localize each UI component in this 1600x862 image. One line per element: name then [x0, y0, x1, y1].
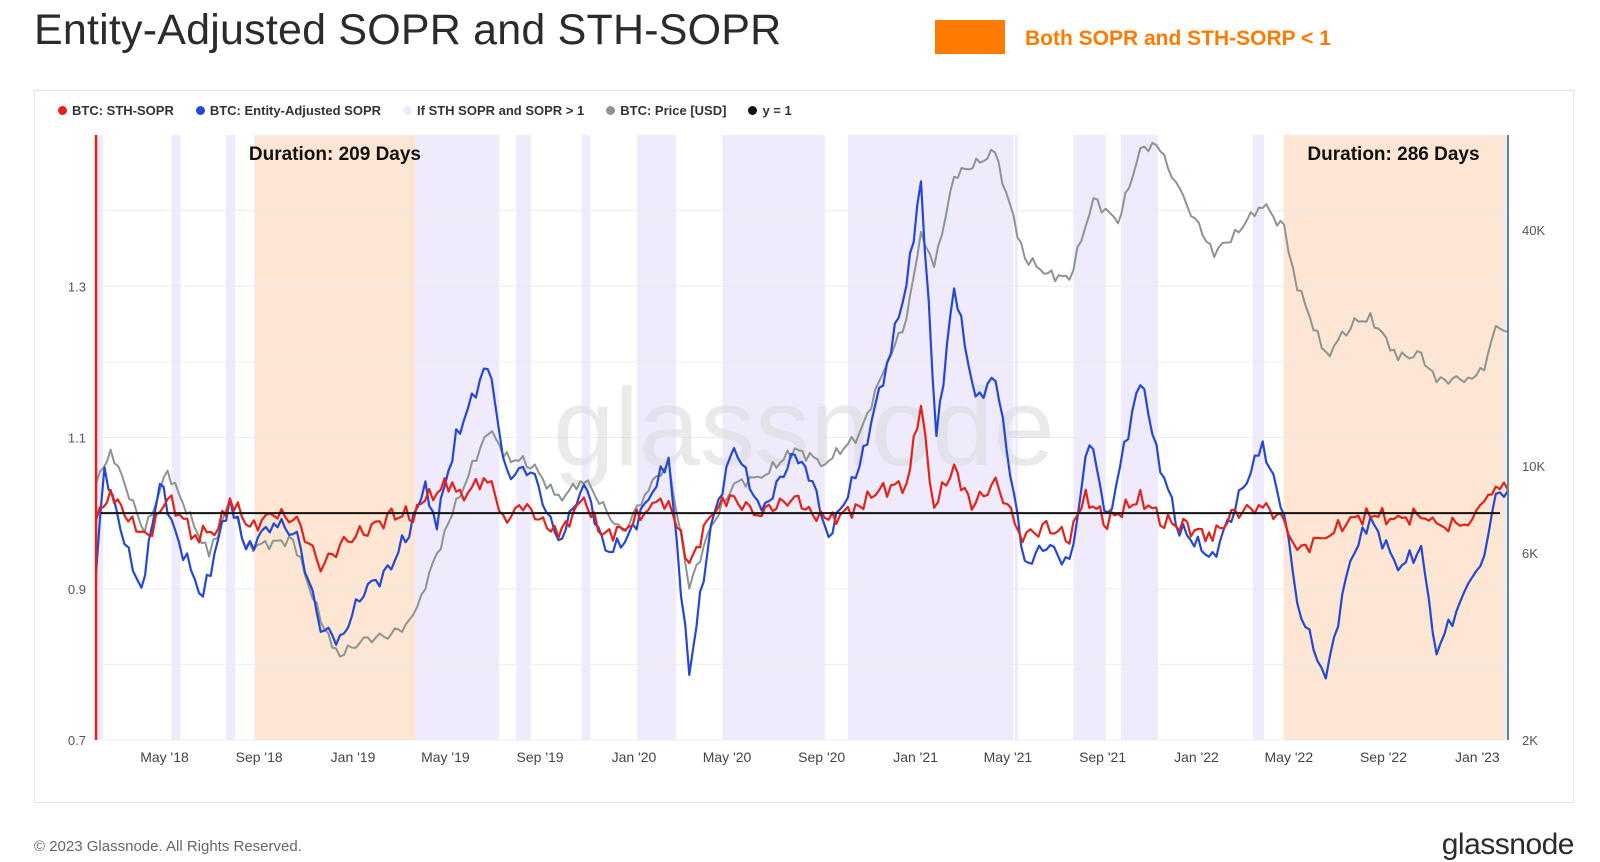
y-right-tick-label: 6K — [1522, 546, 1538, 561]
legend-dot-icon — [748, 106, 758, 115]
x-tick-label: May '18 — [140, 749, 189, 765]
x-tick-label: Jan '22 — [1174, 749, 1219, 765]
legend-item[interactable]: y = 1 — [748, 103, 792, 118]
legend-dot-icon — [606, 106, 616, 115]
y-left-tick-label: 1.3 — [68, 279, 86, 294]
entity-sopr-line — [94, 180, 1510, 680]
legend-label: BTC: Entity-Adjusted SOPR — [209, 103, 382, 118]
x-tick-label: Sep '21 — [1079, 749, 1126, 765]
y-left-tick-label: 0.7 — [68, 733, 86, 748]
x-tick-label: Sep '18 — [236, 749, 283, 765]
legend-dot-icon — [58, 106, 67, 115]
legend-dot-icon — [403, 106, 413, 115]
above-one-band — [96, 135, 103, 740]
x-tick-label: Jan '20 — [612, 749, 657, 765]
legend-item[interactable]: BTC: Entity-Adjusted SOPR — [195, 103, 382, 118]
sth-sopr-line — [94, 404, 1510, 573]
x-tick-label: Jan '23 — [1455, 749, 1500, 765]
page-title: Entity-Adjusted SOPR and STH-SOPR — [34, 6, 782, 54]
legend-label: BTC: STH-SOPR — [72, 103, 174, 118]
legend-item[interactable]: BTC: STH-SOPR — [58, 103, 174, 118]
brand-logo[interactable]: glassnode — [1441, 828, 1575, 861]
x-tick-label: Sep '22 — [1360, 749, 1407, 765]
x-tick-label: Sep '20 — [798, 749, 845, 765]
x-tick-label: May '19 — [421, 749, 470, 765]
legend-label: BTC: Price [USD] — [620, 103, 727, 118]
price-line — [95, 141, 1509, 658]
y-left-tick-label: 1.1 — [68, 431, 86, 446]
x-tick-label: Jan '21 — [893, 749, 938, 765]
y-right-tick-label: 2K — [1522, 733, 1538, 748]
legend-item[interactable]: BTC: Price [USD] — [606, 103, 726, 118]
duration-label: Duration: 209 Days — [249, 144, 421, 165]
y-right-tick-label: 40K — [1522, 223, 1545, 238]
legend-label: y = 1 — [762, 103, 792, 118]
legend-dot-icon — [195, 106, 205, 115]
y-right-tick-label: 10K — [1522, 459, 1545, 474]
legend-label: If STH SOPR and SOPR > 1 — [417, 103, 585, 118]
x-tick-label: Sep '19 — [517, 749, 564, 765]
x-tick-label: May '20 — [703, 749, 752, 765]
y-left-tick-label: 0.9 — [68, 582, 86, 597]
copyright-text: © 2023 Glassnode. All Rights Reserved. — [34, 838, 302, 855]
x-tick-label: May '21 — [984, 749, 1033, 765]
watermark-logo: glassnode — [553, 366, 1055, 489]
highlight-swatch — [935, 20, 1005, 54]
duration-label: Duration: 286 Days — [1307, 144, 1479, 165]
x-tick-label: May '22 — [1265, 749, 1314, 765]
x-tick-label: Jan '19 — [331, 749, 376, 765]
chart-legend: BTC: STH-SOPR BTC: Entity-Adjusted SOPR If… — [58, 103, 792, 118]
highlight-label: Both SOPR and STH-SORP < 1 — [1025, 27, 1331, 50]
legend-item[interactable]: If STH SOPR and SOPR > 1 — [403, 103, 584, 118]
